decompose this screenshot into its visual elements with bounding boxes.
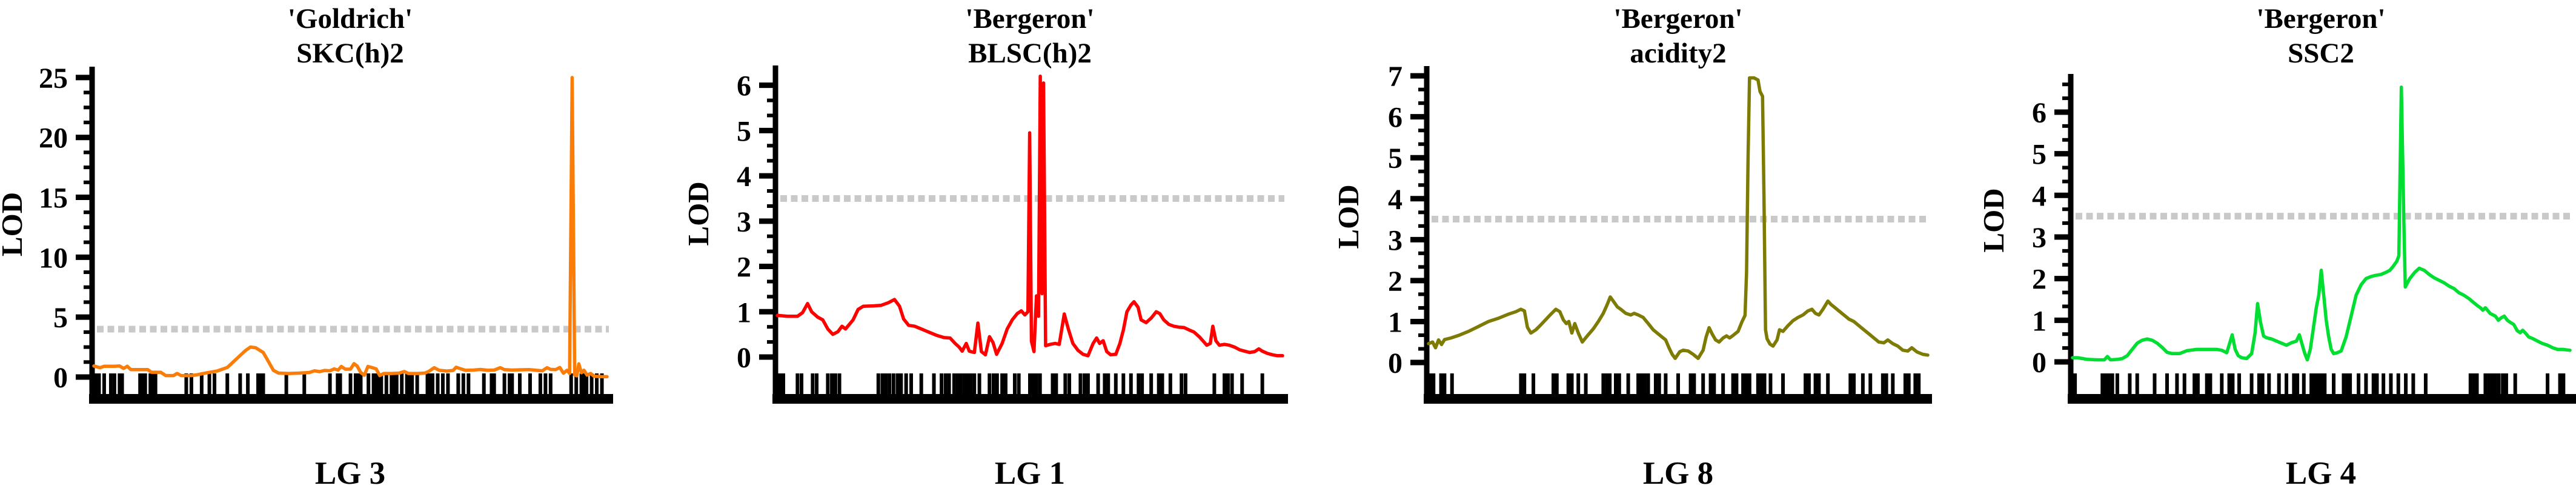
lod-chart-svg: 'Bergeron' BLSC(h)2 LOD 0 1 2 3 4 5 6 LG 1 [682,3,1288,491]
lod-chart-svg: 'Bergeron' SSC2 LOD 0 1 2 3 4 5 6 LG 4 [1977,3,2576,491]
y-axis-tick-label: 5 [2032,139,2047,171]
x-axis-label: LG 1 [995,456,1065,491]
x-axis-label: LG 8 [1643,456,1713,491]
y-axis-tick-label: 1 [2032,305,2047,337]
lod-chart-svg: 'Goldrich' SKC(h)2 LOD 0 5 10 15 20 25 LG 3 [0,3,613,491]
y-axis-tick-label: 4 [2032,180,2047,212]
y-axis-tick-label: 20 [39,122,68,155]
y-axis-tick-label: 5 [53,302,68,334]
axes: 0 1 2 3 4 5 6 [737,65,1288,404]
y-axis-tick-label: 6 [737,70,751,102]
qtl-panel-bergeron-acidity: 'Bergeron' acidity2 LOD 0 1 2 3 4 5 6 7 LG 8 [1288,0,1932,491]
x-axis-label: LG 3 [315,456,385,491]
y-axis-tick-label: 3 [737,206,751,238]
y-axis-tick-label: 4 [737,161,751,193]
qtl-panel-bergeron-ssc: 'Bergeron' SSC2 LOD 0 1 2 3 4 5 6 LG 4 [1932,0,2576,491]
lod-curve [775,74,1284,358]
y-axis-tick-label: 5 [1388,142,1403,175]
lod-curve [92,76,609,379]
qtl-panel-bergeron-blsc: 'Bergeron' BLSC(h)2 LOD 0 1 2 3 4 5 6 LG 1 [644,0,1288,491]
lod-curve [1427,76,1930,360]
y-axis-tick-label: 0 [53,362,68,394]
y-axis-tick-label: 1 [737,296,751,329]
axes: 0 1 2 3 4 5 6 [2032,74,2576,404]
marker-rug [778,373,1264,395]
y-axis-tick-label: 15 [39,182,68,215]
y-axis-tick-label: 0 [2032,347,2047,379]
y-axis-tick-label: 3 [1388,224,1403,256]
marker-rug [2073,373,2566,395]
y-axis-tick-label: 2 [737,252,751,284]
y-axis-tick-label: 10 [39,242,68,274]
y-axis-label: LOD [0,192,28,256]
lod-chart-svg: 'Bergeron' acidity2 LOD 0 1 2 3 4 5 6 7 LG 8 [1332,3,1932,491]
axes: 0 5 10 15 20 25 [39,62,613,404]
y-axis-tick-label: 2 [2032,264,2047,296]
y-axis-tick-label: 0 [1388,347,1403,379]
y-axis-tick-label: 6 [1388,102,1403,134]
marker-rug [1429,373,1921,395]
chart-trait-title: SKC(h)2 [296,38,404,69]
y-axis-tick-label: 5 [737,115,751,147]
axes: 0 1 2 3 4 5 6 7 [1388,61,1932,404]
chart-genotype-title: 'Bergeron' [1613,3,1742,35]
chart-genotype-title: 'Bergeron' [965,3,1094,35]
y-axis-tick-label: 25 [39,62,68,95]
lod-curve [2071,85,2572,362]
y-axis-label: LOD [1332,184,1365,249]
y-axis-tick-label: 1 [1388,306,1403,338]
y-axis-tick-label: 7 [1388,61,1403,93]
y-axis-label: LOD [682,181,715,246]
chart-genotype-title: 'Bergeron' [2256,3,2385,35]
y-axis-tick-label: 6 [2032,97,2047,129]
y-axis-label: LOD [1977,188,2010,252]
y-axis-tick-label: 2 [1388,266,1403,298]
chart-trait-title: acidity2 [1630,38,1726,69]
y-axis-tick-label: 3 [2032,222,2047,254]
x-axis-label: LG 4 [2286,456,2356,491]
chart-trait-title: BLSC(h)2 [968,38,1092,69]
y-axis-tick-label: 0 [737,342,751,374]
chart-trait-title: SSC2 [2288,38,2354,69]
chart-genotype-title: 'Goldrich' [288,3,413,35]
y-axis-tick-label: 4 [1388,184,1403,216]
qtl-panel-goldrich-skc: 'Goldrich' SKC(h)2 LOD 0 5 10 15 20 25 LG 3 [0,0,644,491]
